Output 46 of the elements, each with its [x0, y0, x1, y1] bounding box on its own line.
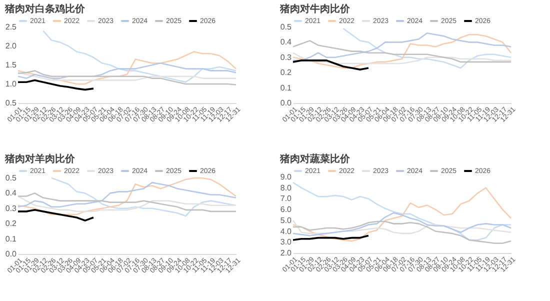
y-tick-label: 0.4	[280, 38, 292, 47]
line-series	[17, 51, 237, 85]
line-series	[17, 209, 94, 222]
y-tick-label: 5.0	[280, 216, 292, 225]
line-series	[42, 30, 237, 83]
y-tick-label: 2.0	[280, 248, 292, 258]
y-tick-label: 0.2	[280, 68, 292, 78]
y-tick-label: 0.4	[5, 188, 18, 198]
y-tick-label: 2.5	[5, 22, 18, 32]
line-series	[17, 72, 237, 81]
y-tick-label: 8.0	[280, 183, 292, 192]
y-tick-label: 3.0	[280, 238, 292, 247]
y-tick-label: 0.1	[280, 83, 292, 92]
line-series	[292, 32, 512, 62]
y-tick-label: 1.5	[5, 60, 18, 70]
y-tick-label: 1.0	[5, 80, 18, 88]
line-series	[292, 220, 512, 244]
chart-title: 猪肉对蔬菜比价	[278, 153, 351, 165]
y-tick-label: 0.3	[280, 52, 292, 62]
line-series	[292, 220, 512, 234]
y-tick-label: 9.0	[280, 172, 292, 182]
y-tick-label: 0.5	[5, 174, 18, 182]
y-tick-label: 0.1	[5, 234, 18, 244]
line-series	[292, 212, 512, 236]
y-tick-label: 0.0	[280, 98, 292, 108]
line-series	[342, 28, 512, 69]
y-tick-label: 4.0	[280, 226, 292, 236]
line-series	[292, 40, 512, 63]
line-series	[17, 79, 94, 91]
line-series	[17, 177, 237, 216]
y-tick-label: 0.2	[5, 219, 18, 228]
line-series	[17, 70, 237, 86]
line-series	[17, 182, 237, 208]
chart-title: 猪肉对羊肉比价	[4, 153, 76, 165]
line-series	[292, 52, 512, 64]
chart-title: 猪肉对白条鸡比价	[4, 3, 86, 15]
y-tick-label: 7.0	[280, 194, 292, 204]
chart-title: 猪肉对牛肉比价	[278, 3, 351, 15]
line-series	[292, 34, 512, 69]
y-tick-label: 6.0	[280, 205, 292, 214]
y-tick-label: 0.0	[5, 250, 18, 258]
y-tick-label: 0.5	[280, 22, 292, 32]
y-tick-label: 2.0	[5, 42, 18, 50]
y-tick-label: 0.3	[5, 204, 18, 213]
y-tick-label: 0.5	[5, 98, 18, 108]
line-series	[292, 60, 370, 70]
